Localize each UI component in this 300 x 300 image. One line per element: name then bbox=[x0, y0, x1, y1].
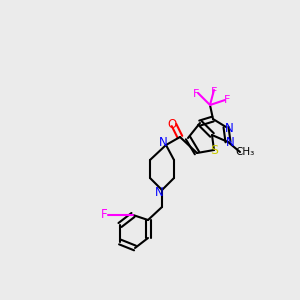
Text: CH₃: CH₃ bbox=[236, 147, 255, 157]
Text: F: F bbox=[211, 87, 217, 97]
Text: N: N bbox=[225, 122, 233, 136]
Text: N: N bbox=[154, 187, 164, 200]
Text: F: F bbox=[193, 89, 199, 99]
Text: S: S bbox=[210, 143, 218, 157]
Text: F: F bbox=[224, 95, 230, 105]
Text: O: O bbox=[167, 118, 177, 130]
Text: N: N bbox=[159, 136, 167, 148]
Text: F: F bbox=[101, 208, 107, 221]
Text: N: N bbox=[226, 136, 234, 148]
